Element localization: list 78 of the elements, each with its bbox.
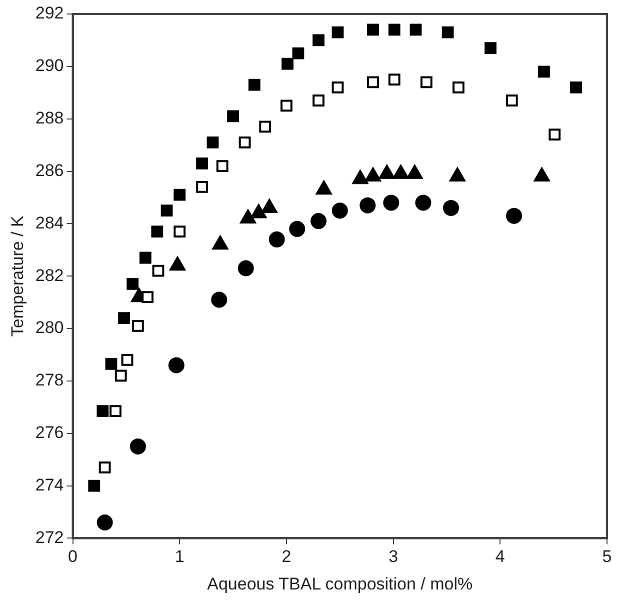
y-tick-label: 282 [35, 266, 64, 285]
point [196, 181, 208, 193]
point [452, 81, 464, 94]
point [292, 47, 304, 60]
point [132, 320, 144, 332]
point [174, 188, 186, 201]
y-tick-label: 276 [35, 423, 64, 442]
point [96, 514, 113, 530]
point [238, 260, 254, 276]
point [360, 197, 376, 214]
y-tick-label: 280 [35, 318, 64, 338]
point [548, 128, 561, 141]
point [248, 78, 260, 91]
point [415, 194, 432, 211]
point [388, 74, 400, 86]
point [206, 136, 219, 148]
point [312, 34, 324, 46]
point [114, 370, 127, 382]
x-tick-label: 0 [68, 547, 78, 566]
x-tick-label: 1 [174, 547, 184, 566]
point [121, 354, 134, 366]
point [442, 26, 454, 38]
point [332, 26, 344, 38]
point [506, 208, 522, 224]
point [98, 461, 111, 474]
point [151, 226, 164, 238]
x-axis-title: Aqueous TBAL composition / mol% [207, 574, 473, 594]
y-tick-label: 292 [35, 4, 64, 23]
point [289, 220, 306, 237]
point [130, 438, 146, 454]
point [268, 231, 285, 248]
y-tick-label: 288 [35, 108, 64, 128]
point [484, 42, 496, 54]
point [332, 81, 344, 94]
point [538, 66, 550, 78]
x-tick-label: 5 [602, 547, 612, 566]
point [410, 24, 422, 36]
point [367, 24, 379, 36]
point [160, 204, 173, 217]
point [227, 110, 239, 122]
point [142, 291, 154, 304]
y-tick-label: 290 [35, 56, 64, 76]
point [238, 136, 251, 148]
y-tick-label: 274 [35, 475, 64, 494]
point [280, 100, 292, 112]
x-tick-label: 3 [388, 547, 398, 566]
point [152, 264, 164, 277]
point [88, 480, 100, 492]
x-tick-label: 2 [282, 547, 292, 566]
point [168, 357, 184, 374]
point [506, 94, 518, 106]
point [126, 278, 139, 290]
point [310, 213, 327, 230]
point [118, 312, 130, 324]
point [211, 292, 228, 308]
point [443, 200, 460, 216]
y-tick-label: 272 [35, 528, 64, 547]
point [96, 405, 109, 418]
point [570, 81, 582, 94]
point [139, 252, 152, 264]
point [420, 76, 432, 88]
x-tick-label: 4 [495, 547, 505, 566]
y-tick-label: 284 [35, 213, 64, 232]
y-axis-title: Temperature / K [8, 214, 27, 337]
point [332, 202, 348, 219]
point [367, 76, 379, 88]
point [196, 157, 208, 170]
point [383, 194, 400, 211]
y-tick-label: 286 [35, 160, 64, 180]
point [312, 94, 324, 106]
point [282, 58, 294, 70]
point [259, 120, 272, 133]
point [105, 358, 118, 370]
y-tick-label: 278 [35, 370, 64, 390]
point [388, 24, 400, 36]
point [216, 160, 228, 172]
point [110, 405, 122, 418]
point [174, 226, 186, 238]
